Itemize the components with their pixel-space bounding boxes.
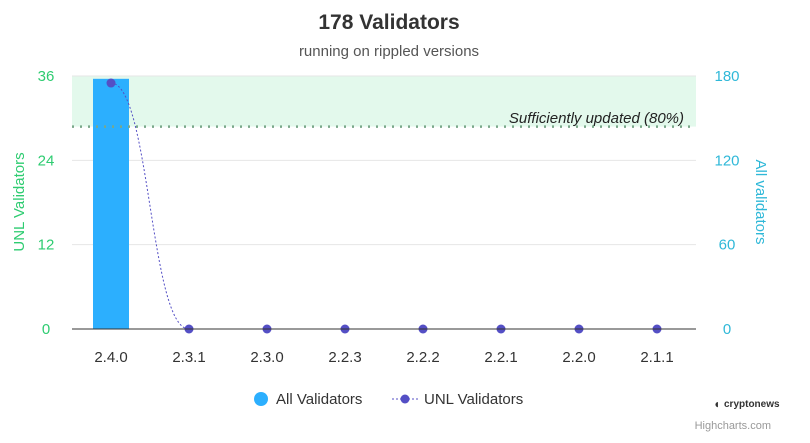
threshold-label: Sufficiently updated (80%) xyxy=(509,110,684,127)
chart-title: 178 Validators xyxy=(318,11,459,34)
cryptonews-watermark: ◖ cryptonews xyxy=(713,397,780,411)
legend[interactable]: All Validators UNL Validators xyxy=(254,391,523,408)
bars[interactable] xyxy=(93,78,129,329)
point-unl-validators[interactable] xyxy=(106,78,116,88)
gridlines xyxy=(72,75,696,246)
highcharts-credit[interactable]: Highcharts.com xyxy=(695,420,771,432)
right-tick-label: 0 xyxy=(723,321,731,338)
x-tick-label: 2.2.2 xyxy=(406,349,439,366)
x-tick-label: 2.2.0 xyxy=(562,349,595,366)
sufficient-band-area xyxy=(72,76,696,127)
left-tick-label: 0 xyxy=(42,321,50,338)
chart-subtitle: running on rippled versions xyxy=(299,43,479,60)
x-tick-label: 2.4.0 xyxy=(94,349,127,366)
x-tick-label: 2.3.1 xyxy=(172,349,205,366)
sufficient-band xyxy=(72,76,696,127)
x-tick-label: 2.2.3 xyxy=(328,349,361,366)
left-tick-label: 36 xyxy=(38,68,55,85)
right-axis-title: All validators xyxy=(752,159,769,244)
right-tick-label: 60 xyxy=(719,237,736,254)
legend-label-all-validators: All Validators xyxy=(276,391,362,408)
x-tick-label: 2.2.1 xyxy=(484,349,517,366)
cryptonews-logo-text: cryptonews xyxy=(724,399,780,410)
threshold-line: Sufficiently updated (80%) xyxy=(72,110,696,128)
right-tick-label: 120 xyxy=(714,152,739,169)
legend-item-unl-validators[interactable]: UNL Validators xyxy=(392,391,523,408)
x-tick-label: 2.1.1 xyxy=(640,349,673,366)
legend-item-all-validators[interactable]: All Validators xyxy=(254,391,362,408)
legend-label-unl-validators: UNL Validators xyxy=(424,391,523,408)
right-tick-label: 180 xyxy=(714,68,739,85)
left-tick-label: 12 xyxy=(38,237,55,254)
x-tick-label: 2.3.0 xyxy=(250,349,283,366)
cryptonews-logo-icon: ◖ xyxy=(713,397,720,411)
legend-symbol-marker xyxy=(400,394,410,404)
legend-symbol-bar xyxy=(254,392,268,406)
bar-all-validators[interactable] xyxy=(93,78,129,329)
left-axis-title: UNL Validators xyxy=(11,152,28,251)
axes: 0 12 24 36 0 60 120 180 2.4.0 2.3.1 2.3.0 2.2.3 2.2.… xyxy=(38,68,740,366)
left-tick-label: 24 xyxy=(38,152,55,169)
